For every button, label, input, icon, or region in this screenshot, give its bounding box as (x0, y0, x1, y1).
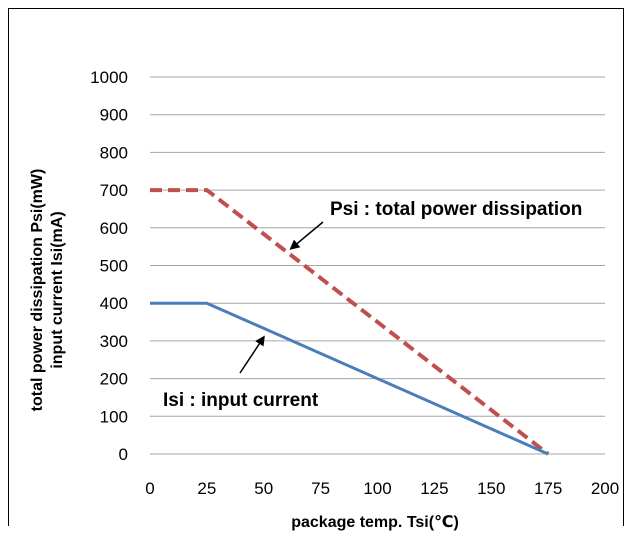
y-tick-label: 400 (100, 294, 128, 313)
series-lines (150, 188, 550, 456)
x-tick-label: 0 (145, 479, 154, 498)
y-axis-label-line-2: input current Isi(mA) (49, 211, 66, 368)
y-tick-label: 0 (119, 445, 128, 464)
x-axis-label: package temp. Tsi(℃) (291, 514, 459, 531)
y-tick-label: 500 (100, 257, 128, 276)
x-tick-label: 100 (363, 479, 391, 498)
series-line-0 (150, 188, 550, 456)
x-axis-ticks: 0 25 50 75 100 125 150 175 200 (145, 479, 619, 498)
y-tick-label: 300 (100, 332, 128, 351)
annotation-psi-arrow (289, 221, 324, 250)
y-axis-label: total power dissipation Psi(mW) input cu… (29, 169, 66, 412)
x-tick-label: 125 (420, 479, 448, 498)
y-tick-label: 200 (100, 370, 128, 389)
annotation-psi: Psi : total power dissipation (330, 199, 582, 220)
x-tick-label: 200 (591, 479, 619, 498)
y-tick-label: 700 (100, 181, 128, 200)
annotation-isi-arrow (239, 335, 265, 374)
x-tick-label: 75 (311, 479, 330, 498)
y-tick-label: 800 (100, 143, 128, 162)
y-axis-ticks: 0 100 200 300 400 500 600 700 800 900 1000 (90, 68, 128, 464)
y-tick-label: 1000 (90, 68, 128, 87)
x-tick-label: 150 (477, 479, 505, 498)
x-tick-label: 175 (534, 479, 562, 498)
grid-lines (150, 76, 605, 455)
annotation-isi: Isi : input current (163, 390, 319, 411)
annotations: Psi : total power dissipation Isi : input… (163, 199, 582, 411)
y-tick-label: 600 (100, 219, 128, 238)
x-tick-label: 50 (254, 479, 273, 498)
x-tick-label: 25 (197, 479, 216, 498)
series-line-1 (150, 301, 549, 456)
y-tick-label: 900 (100, 106, 128, 125)
y-axis-label-line-1: total power dissipation Psi(mW) (29, 169, 46, 412)
chart-frame (8, 8, 624, 526)
y-tick-label: 100 (100, 407, 128, 426)
